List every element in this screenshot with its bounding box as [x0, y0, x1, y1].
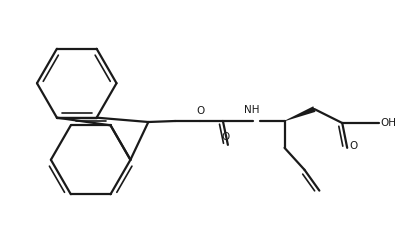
Polygon shape [284, 106, 315, 121]
Text: O: O [195, 106, 204, 116]
Text: OH: OH [379, 118, 395, 128]
Text: O: O [348, 141, 356, 151]
Text: NH: NH [243, 105, 259, 115]
Text: O: O [221, 132, 230, 142]
